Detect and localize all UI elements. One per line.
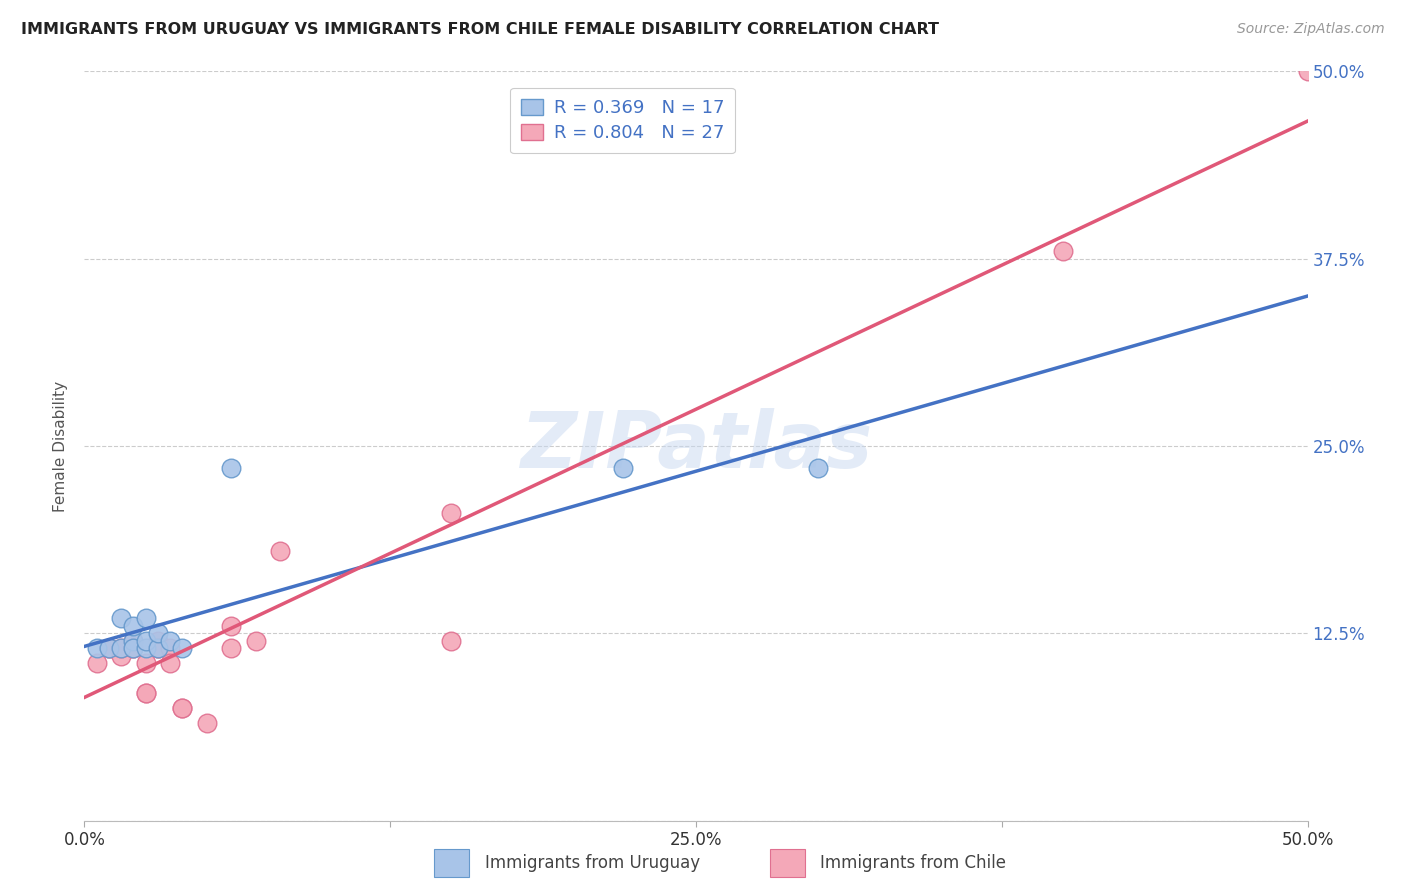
Text: IMMIGRANTS FROM URUGUAY VS IMMIGRANTS FROM CHILE FEMALE DISABILITY CORRELATION C: IMMIGRANTS FROM URUGUAY VS IMMIGRANTS FR… <box>21 22 939 37</box>
Point <box>97 641 120 656</box>
Point <box>146 633 169 648</box>
Legend: R = 0.369   N = 17, R = 0.804   N = 27: R = 0.369 N = 17, R = 0.804 N = 27 <box>510 88 735 153</box>
Point <box>172 701 194 715</box>
Point <box>172 641 194 656</box>
Point <box>159 633 181 648</box>
Point <box>219 461 242 475</box>
Point <box>135 611 157 625</box>
Point <box>122 641 145 656</box>
Point <box>110 648 132 663</box>
Point <box>146 641 169 656</box>
Point <box>122 633 145 648</box>
Point <box>86 641 108 656</box>
Point <box>135 633 157 648</box>
Text: Source: ZipAtlas.com: Source: ZipAtlas.com <box>1237 22 1385 37</box>
Point <box>219 619 242 633</box>
Point <box>1296 64 1319 78</box>
Point <box>135 657 157 671</box>
Text: Immigrants from Uruguay: Immigrants from Uruguay <box>485 854 700 872</box>
Point <box>219 641 242 656</box>
Point <box>122 633 145 648</box>
Point <box>440 633 463 648</box>
Text: ZIPatlas: ZIPatlas <box>520 408 872 484</box>
Point <box>135 641 157 656</box>
Point <box>1052 244 1074 259</box>
Text: Immigrants from Chile: Immigrants from Chile <box>821 854 1007 872</box>
Point <box>97 641 120 656</box>
Point <box>146 641 169 656</box>
Point <box>135 686 157 700</box>
Point <box>159 657 181 671</box>
Point <box>135 686 157 700</box>
Point <box>807 461 830 475</box>
Point <box>440 507 463 521</box>
FancyBboxPatch shape <box>770 849 804 877</box>
Point <box>122 619 145 633</box>
Point <box>195 716 218 731</box>
Point <box>245 633 267 648</box>
Point <box>110 611 132 625</box>
FancyBboxPatch shape <box>434 849 470 877</box>
Y-axis label: Female Disability: Female Disability <box>53 380 69 512</box>
Point <box>86 657 108 671</box>
Point <box>146 641 169 656</box>
Point <box>269 544 291 558</box>
Point <box>612 461 634 475</box>
Point <box>110 641 132 656</box>
Point <box>122 641 145 656</box>
Point <box>159 641 181 656</box>
Point <box>97 641 120 656</box>
Point <box>146 626 169 640</box>
Point <box>110 641 132 656</box>
Point <box>172 701 194 715</box>
Point <box>122 641 145 656</box>
